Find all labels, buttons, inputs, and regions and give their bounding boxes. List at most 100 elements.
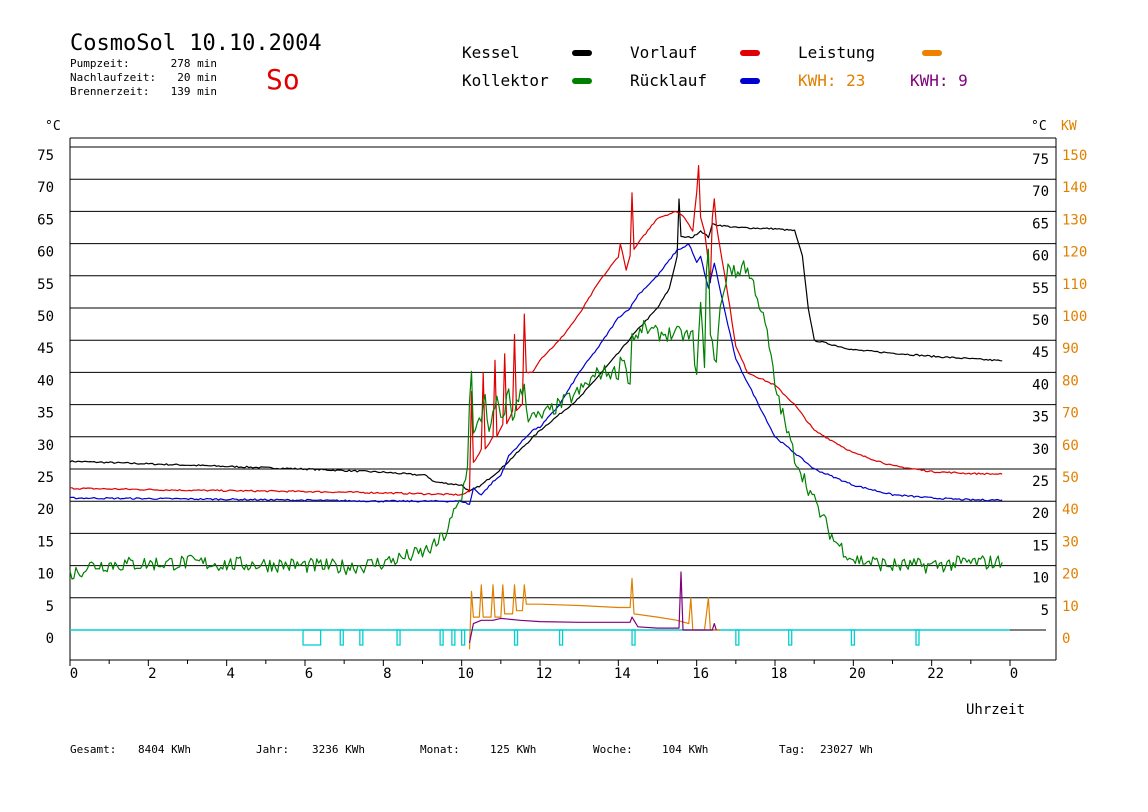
stat-pumpzeit-value: 278 min [171, 57, 217, 70]
y-tick-left-25: 25 [37, 470, 54, 486]
legend-ruecklauf-label: Rücklauf [630, 71, 707, 90]
y-tick-right-c-75: 75 [1032, 152, 1049, 168]
stat-brennerzeit-value: 139 min [171, 85, 217, 98]
x-axis-label: Uhrzeit [966, 702, 1025, 718]
pump-interval-3 [396, 629, 401, 646]
y-tick-left-45: 45 [37, 341, 54, 357]
legend-kessel-swatch [572, 50, 592, 56]
pump-interval-7 [513, 629, 519, 646]
y-tick-right-kw-20: 20 [1062, 567, 1079, 583]
pump-interval-5 [451, 629, 456, 646]
series-line-kollektor [69, 248, 1003, 580]
footer-monat-value: 125 KWh [490, 743, 536, 756]
legend-kollektor-label: Kollektor [462, 71, 549, 90]
y-tick-right-c-25: 25 [1032, 474, 1049, 490]
y-tick-left-55: 55 [37, 277, 54, 293]
footer-woche-value: 104 KWh [662, 743, 708, 756]
y-tick-left-50: 50 [37, 309, 54, 325]
y-tick-right-kw-100: 100 [1062, 309, 1087, 325]
legend-leistung-swatch [922, 50, 942, 56]
y-tick-left-65: 65 [37, 212, 54, 228]
series-line-leistung-2 [468, 571, 717, 644]
x-tick-label-3: 6 [305, 666, 313, 682]
legend-vorlauf-swatch [740, 50, 760, 56]
chart-title: CosmoSol 10.10.2004 [70, 31, 322, 56]
y-tick-right-kw-60: 60 [1062, 438, 1079, 454]
x-tick-label-8: 16 [692, 666, 709, 682]
y-tick-right-kw-90: 90 [1062, 341, 1079, 357]
y-tick-right-c-10: 10 [1032, 571, 1049, 587]
x-tick-label-5: 10 [457, 666, 474, 682]
y-tick-right-c-45: 45 [1032, 345, 1049, 361]
y-tick-right-kw-140: 140 [1062, 180, 1087, 196]
y-tick-right-c-30: 30 [1032, 442, 1049, 458]
y-tick-left-0: 0 [46, 631, 54, 647]
y-tick-left-10: 10 [37, 567, 54, 583]
stat-nachlaufzeit-label: Nachlaufzeit: [70, 71, 156, 84]
y-tick-right-kw-120: 120 [1062, 245, 1087, 261]
y-tick-right-c-65: 65 [1032, 216, 1049, 232]
legend-kollektor-swatch [572, 78, 592, 84]
footer-jahr-label: Jahr: [256, 743, 289, 756]
x-tick-label-1: 2 [148, 666, 156, 682]
x-tick-label-7: 14 [614, 666, 631, 682]
y-tick-left-35: 35 [37, 406, 54, 422]
pump-interval-6 [461, 629, 466, 646]
pump-interval-9 [631, 629, 636, 646]
y-tick-left-5: 5 [46, 599, 54, 615]
x-tick-label-11: 22 [927, 666, 944, 682]
y-tick-right-c-35: 35 [1032, 410, 1049, 426]
legend-ruecklauf-swatch [740, 78, 760, 84]
y-tick-right-kw-30: 30 [1062, 534, 1079, 550]
series-line-leistung [468, 577, 721, 650]
x-tick-label-4: 8 [383, 666, 391, 682]
left-axis-unit: °C [45, 119, 61, 134]
y-tick-right-kw-50: 50 [1062, 470, 1079, 486]
y-tick-left-40: 40 [37, 373, 54, 389]
y-tick-right-c-70: 70 [1032, 184, 1049, 200]
legend-kwh-leistung: KWH: 23 [798, 71, 865, 90]
y-tick-right-c-60: 60 [1032, 249, 1049, 265]
pump-interval-11 [788, 629, 793, 646]
x-tick-label-10: 20 [849, 666, 866, 682]
right-axis-unit-kw: KW [1061, 119, 1077, 134]
weekday-label: So [266, 63, 300, 96]
x-tick-label-2: 4 [226, 666, 234, 682]
stat-nachlaufzeit-value: 20 min [177, 71, 217, 84]
series-line-kessel [69, 198, 1003, 492]
legend-kessel-label: Kessel [462, 43, 520, 62]
y-tick-left-20: 20 [37, 502, 54, 518]
pump-interval-1 [339, 629, 344, 646]
x-tick-label-6: 12 [536, 666, 553, 682]
y-tick-right-kw-40: 40 [1062, 502, 1079, 518]
legend-kwh-secondary: KWH: 9 [910, 71, 968, 90]
legend-leistung-label: Leistung [798, 43, 875, 62]
y-tick-left-30: 30 [37, 438, 54, 454]
plot-area: 0510152025303540455055606570755101520253… [37, 137, 1087, 682]
footer-woche-label: Woche: [593, 743, 633, 756]
footer-tag-value: 23027 Wh [820, 743, 873, 756]
y-tick-right-kw-10: 10 [1062, 599, 1079, 615]
stat-brennerzeit-label: Brennerzeit: [70, 85, 149, 98]
footer-monat-label: Monat: [420, 743, 460, 756]
pump-interval-10 [735, 629, 740, 646]
series-line-r-cklauf [69, 243, 1003, 505]
pump-interval-13 [915, 629, 920, 646]
y-tick-right-kw-0: 0 [1062, 631, 1070, 647]
footer-gesamt-label: Gesamt: [70, 743, 116, 756]
y-tick-right-c-40: 40 [1032, 377, 1049, 393]
y-tick-right-kw-110: 110 [1062, 277, 1087, 293]
y-tick-left-15: 15 [37, 534, 54, 550]
y-tick-right-kw-150: 150 [1062, 148, 1087, 164]
x-tick-label-12: 0 [1010, 666, 1018, 682]
pump-interval-12 [850, 629, 856, 646]
y-tick-right-kw-70: 70 [1062, 406, 1079, 422]
pump-interval-0 [302, 629, 322, 646]
pump-interval-8 [558, 629, 564, 646]
y-tick-right-c-50: 50 [1032, 313, 1049, 329]
x-tick-label-0: 0 [70, 666, 78, 682]
y-tick-right-kw-130: 130 [1062, 212, 1087, 228]
y-tick-right-c-5: 5 [1041, 603, 1049, 619]
y-tick-right-c-55: 55 [1032, 281, 1049, 297]
stat-pumpzeit-label: Pumpzeit: [70, 57, 130, 70]
